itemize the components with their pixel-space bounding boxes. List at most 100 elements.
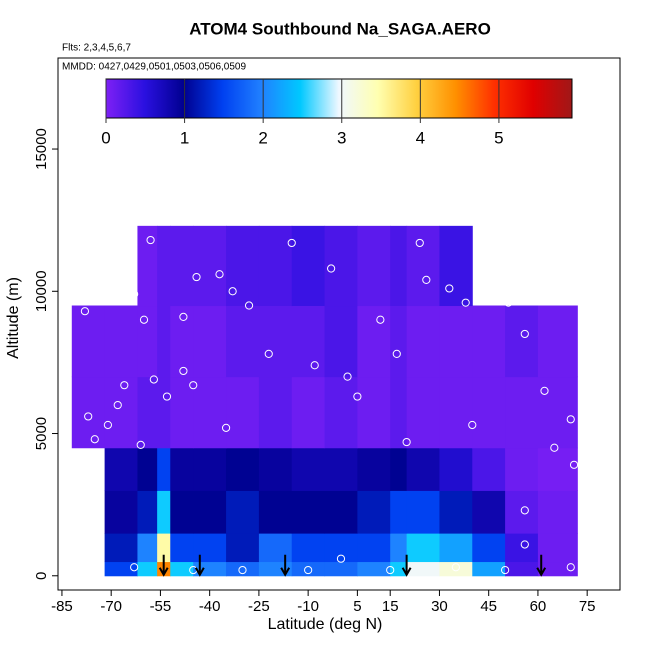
heat-cell: [226, 225, 260, 307]
heat-cell: [193, 561, 227, 577]
sample-point: [520, 506, 529, 515]
heat-cell: [291, 305, 326, 378]
heat-cell: [137, 533, 158, 563]
heat-cell: [258, 490, 293, 534]
heat-cell: [157, 305, 171, 378]
sample-point: [376, 315, 385, 324]
heat-cell: [291, 225, 326, 307]
sample-point: [179, 312, 188, 321]
heat-cell: [537, 376, 578, 449]
sample-point: [461, 298, 470, 307]
heat-cell: [170, 561, 194, 577]
sample-point: [139, 315, 149, 324]
heat-cell: [406, 225, 440, 307]
y-axis-label: Altitude (m): [5, 277, 22, 359]
heat-cell: [472, 490, 506, 534]
arrow: [401, 554, 412, 577]
x-tick-label: 30: [431, 598, 448, 615]
heat-cell: [157, 533, 171, 563]
dates-note: MMDD: 0427,0429,0501,0503,0506,0509: [62, 62, 246, 73]
heat-cell: [157, 376, 171, 449]
heat-cell: [193, 305, 227, 378]
heat-cell: [137, 225, 158, 307]
sample-point: [353, 392, 362, 401]
heat-cell: [439, 533, 473, 563]
sample-point: [244, 301, 254, 310]
heat-cell: [104, 447, 138, 491]
sample-point: [120, 381, 129, 390]
sample-point: [287, 238, 296, 248]
sample-point: [451, 563, 460, 572]
heat-cell: [406, 490, 440, 534]
heat-cell: [226, 305, 260, 378]
heat-cell: [157, 225, 171, 307]
sample-point: [238, 565, 247, 575]
plot-frame: [57, 57, 621, 591]
heat-cell: [104, 561, 138, 577]
heat-cell: [291, 447, 326, 491]
heat-cell: [291, 490, 326, 534]
sample-point: [310, 361, 319, 370]
heat-cell: [258, 376, 293, 449]
sample-point: [130, 563, 139, 572]
sample-point: [189, 381, 198, 390]
heat-cell: [390, 305, 408, 378]
heat-cell: [439, 490, 473, 534]
sample-point: [113, 400, 122, 410]
heat-cell: [258, 533, 293, 563]
sample-point: [264, 349, 273, 358]
heat-cell: [390, 447, 408, 491]
heat-cell: [324, 490, 358, 534]
y-tick-label: 10000: [33, 270, 50, 312]
heat-cell: [537, 533, 578, 563]
arrow: [280, 554, 291, 577]
heat-cell: [324, 225, 358, 307]
flights-note: Flts: 2,3,4,5,6,7: [62, 43, 131, 54]
x-tick-label: -10: [297, 598, 319, 615]
heat-cell: [193, 533, 227, 563]
heat-cell: [472, 376, 506, 449]
colorbar-tick-label: 2: [258, 128, 267, 147]
heat-cell: [324, 533, 358, 563]
heat-cell: [390, 225, 408, 307]
heat-cell: [324, 376, 358, 449]
heat-cell: [226, 376, 260, 449]
sample-point: [90, 565, 99, 575]
sample-point: [386, 565, 395, 575]
heat-cell: [226, 533, 260, 563]
heat-cell: [170, 447, 194, 491]
heat-cell: [193, 490, 227, 534]
heat-cell: [137, 561, 158, 577]
heat-cell: [439, 376, 473, 449]
sample-point: [520, 329, 529, 339]
sample-point: [103, 420, 112, 430]
sample-point: [146, 235, 155, 245]
sample-point: [550, 443, 559, 452]
heat-cell: [291, 533, 326, 563]
sample-point: [120, 244, 129, 253]
sample-point: [520, 540, 529, 549]
sample-point: [422, 275, 431, 285]
heat-cell: [226, 561, 260, 577]
heat-cell: [390, 490, 408, 534]
x-tick-label: -55: [150, 598, 172, 615]
sample-point: [327, 264, 336, 273]
heat-cell: [505, 447, 539, 491]
colorbar-tick-label: 3: [337, 128, 346, 147]
sample-point: [415, 238, 424, 248]
arrow: [158, 554, 169, 577]
heat-cell: [406, 376, 440, 449]
sample-point: [136, 440, 145, 450]
sample-point: [64, 298, 73, 307]
sample-point: [221, 423, 231, 432]
heat-cell: [390, 533, 408, 563]
heat-cell: [439, 447, 473, 491]
heat-cell: [357, 225, 391, 307]
heat-cell: [291, 561, 326, 577]
heat-cell: [472, 447, 506, 491]
heat-cell: [258, 225, 293, 307]
heat-cell: [104, 305, 138, 378]
heat-cell: [170, 533, 194, 563]
heat-cell: [505, 376, 539, 449]
